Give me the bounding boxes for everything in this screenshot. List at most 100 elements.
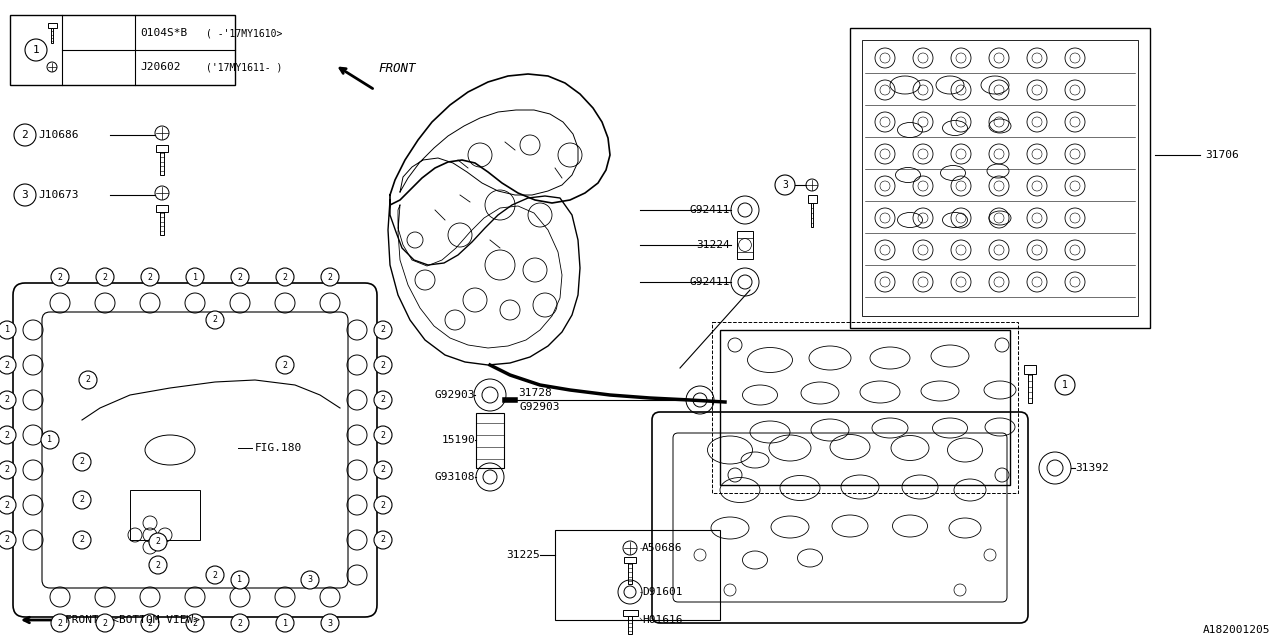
Text: 2: 2 [212, 570, 218, 579]
Text: J10686: J10686 [38, 130, 78, 140]
Text: 2: 2 [5, 396, 9, 404]
Text: 1: 1 [1062, 380, 1068, 390]
Text: 31706: 31706 [1204, 150, 1239, 160]
Text: 2: 2 [380, 396, 385, 404]
Circle shape [276, 356, 294, 374]
Text: A182001205: A182001205 [1202, 625, 1270, 635]
Text: 1: 1 [47, 435, 52, 445]
Text: J20602: J20602 [140, 62, 180, 72]
Bar [850, 28, 1149, 328]
Circle shape [41, 431, 59, 449]
Text: 2: 2 [5, 360, 9, 369]
Text: G92411: G92411 [690, 205, 730, 215]
Text: 2: 2 [22, 130, 28, 140]
Bar [556, 530, 719, 620]
Text: 2: 2 [192, 618, 197, 627]
Circle shape [374, 461, 392, 479]
Bar [625, 557, 636, 563]
Circle shape [1055, 375, 1075, 395]
Circle shape [206, 311, 224, 329]
Text: 2: 2 [380, 465, 385, 474]
Bar [737, 231, 753, 259]
Text: 1: 1 [238, 575, 242, 584]
Text: 2: 2 [155, 538, 160, 547]
Circle shape [206, 566, 224, 584]
Circle shape [73, 453, 91, 471]
Circle shape [230, 571, 250, 589]
Text: ('17MY1611- ): ('17MY1611- ) [206, 62, 283, 72]
Text: 2: 2 [102, 618, 108, 627]
Bar [10, 15, 236, 85]
Bar [156, 205, 168, 212]
Bar [810, 203, 813, 227]
Text: 2: 2 [380, 360, 385, 369]
Circle shape [374, 356, 392, 374]
Circle shape [374, 391, 392, 409]
Text: 31392: 31392 [1075, 463, 1108, 473]
Text: 2: 2 [328, 273, 333, 282]
Text: 2: 2 [58, 273, 63, 282]
Bar [628, 616, 632, 634]
Text: 2: 2 [58, 618, 63, 627]
Text: 31728: 31728 [518, 388, 552, 398]
Text: FIG.180: FIG.180 [255, 443, 302, 453]
Circle shape [276, 614, 294, 632]
Text: 2: 2 [102, 273, 108, 282]
Circle shape [0, 321, 15, 339]
Circle shape [73, 491, 91, 509]
Text: 2: 2 [283, 273, 288, 282]
Bar [160, 212, 164, 235]
Text: 31224: 31224 [696, 240, 730, 250]
Circle shape [148, 556, 166, 574]
Text: 2: 2 [380, 431, 385, 440]
Circle shape [186, 268, 204, 286]
Bar [47, 23, 56, 28]
Text: 1: 1 [32, 45, 40, 55]
Bar [131, 490, 200, 540]
Text: 0104S*B: 0104S*B [140, 28, 187, 38]
Circle shape [0, 496, 15, 514]
Text: 2: 2 [238, 618, 242, 627]
Text: ( -'17MY1610>: ( -'17MY1610> [206, 28, 283, 38]
Bar [1028, 374, 1032, 403]
Circle shape [0, 391, 15, 409]
Circle shape [0, 356, 15, 374]
Circle shape [51, 614, 69, 632]
Text: 2: 2 [79, 495, 84, 504]
Text: G92903: G92903 [434, 390, 475, 400]
Text: 2: 2 [380, 500, 385, 509]
Circle shape [321, 268, 339, 286]
Text: 1: 1 [5, 326, 9, 335]
Bar [476, 413, 504, 468]
Circle shape [374, 321, 392, 339]
Text: 2: 2 [79, 536, 84, 545]
Text: FRONT: FRONT [378, 61, 416, 74]
Circle shape [0, 461, 15, 479]
Circle shape [374, 496, 392, 514]
Bar [861, 40, 1138, 316]
Text: 2: 2 [147, 273, 152, 282]
Circle shape [230, 268, 250, 286]
Bar [712, 322, 1018, 493]
Bar [628, 563, 631, 584]
Bar [156, 145, 168, 152]
Circle shape [79, 371, 97, 389]
Text: 2: 2 [238, 273, 242, 282]
Text: 15190: 15190 [442, 435, 475, 445]
Text: 2: 2 [147, 618, 152, 627]
Circle shape [0, 426, 15, 444]
Circle shape [374, 426, 392, 444]
Circle shape [230, 614, 250, 632]
Bar [160, 152, 164, 175]
Circle shape [301, 571, 319, 589]
Circle shape [148, 533, 166, 551]
Circle shape [96, 268, 114, 286]
Text: 2: 2 [86, 376, 91, 385]
Bar [1024, 365, 1036, 374]
Circle shape [51, 268, 69, 286]
Text: 2: 2 [283, 360, 288, 369]
Text: 2: 2 [5, 465, 9, 474]
Text: 3: 3 [328, 618, 333, 627]
Text: 2: 2 [79, 458, 84, 467]
Circle shape [186, 614, 204, 632]
